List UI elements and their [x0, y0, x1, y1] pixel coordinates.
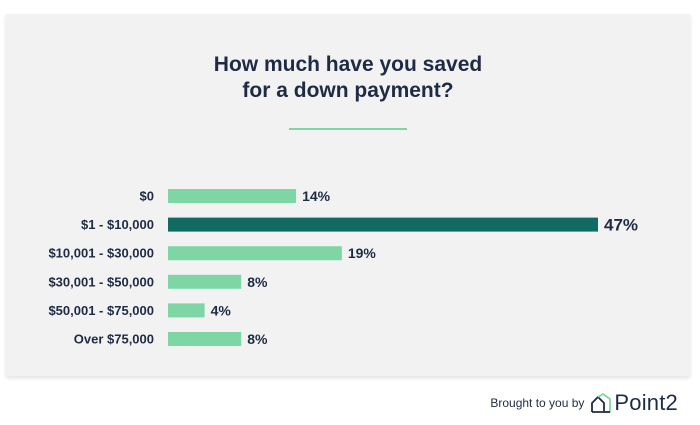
category-label: $30,001 - $50,000 — [48, 274, 154, 289]
category-label: $50,001 - $75,000 — [48, 303, 154, 318]
bar — [168, 303, 205, 318]
chart-title-line-2: for a down payment? — [242, 79, 454, 102]
category-label: $0 — [140, 189, 154, 204]
house-outline-icon — [591, 393, 612, 413]
footer: Brought to you by Point2 — [490, 388, 678, 418]
point2-logo[interactable]: Point2 — [590, 390, 678, 416]
bar — [168, 217, 598, 232]
value-label: 8% — [247, 331, 268, 347]
brand-name: Point2 — [614, 390, 678, 415]
value-label: 4% — [211, 302, 232, 318]
title-divider — [289, 128, 407, 130]
value-label: 47% — [604, 216, 638, 235]
bar-chart: $0 14% $1 - $10,000 47% $10,001 - $30,000 19%… — [48, 188, 638, 347]
bar — [168, 246, 342, 261]
category-label: Over $75,000 — [74, 332, 154, 347]
bar — [168, 332, 242, 346]
category-label: $10,001 - $30,000 — [48, 246, 154, 261]
value-label: 19% — [348, 245, 377, 261]
bar — [168, 274, 242, 289]
chart-card — [6, 14, 690, 376]
brought-to-you-by-text: Brought to you by — [490, 396, 585, 410]
bar — [168, 189, 297, 203]
chart-title-line-1: How much have you saved — [213, 53, 483, 76]
value-label: 8% — [247, 274, 268, 290]
value-label: 14% — [302, 188, 331, 204]
category-label: $1 - $10,000 — [81, 217, 154, 232]
chart-title: How much have you saved for a down payme… — [0, 52, 696, 104]
